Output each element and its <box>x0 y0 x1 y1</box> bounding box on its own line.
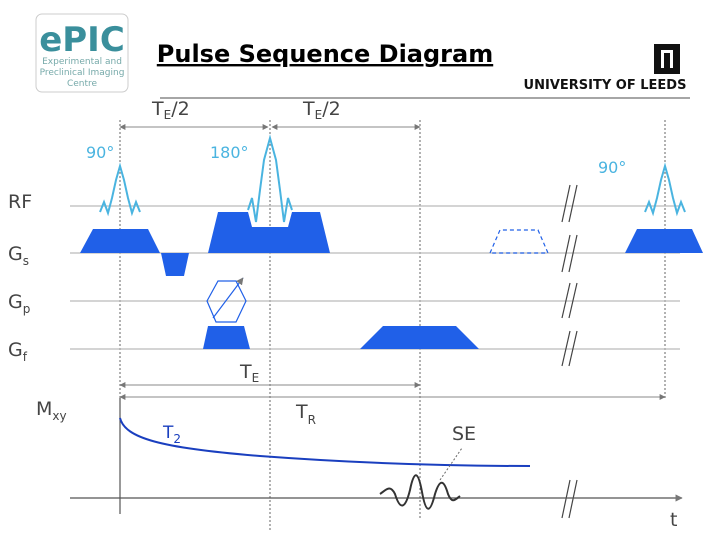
logo-line: Experimental and <box>42 57 122 67</box>
time-markers <box>119 120 666 530</box>
logo: ePIC Experimental and Preclinical Imagin… <box>35 13 129 93</box>
svg-text:90°: 90° <box>598 158 626 177</box>
decay-sub: 2 <box>173 432 181 446</box>
svg-text:SE: SE <box>452 423 476 445</box>
te-label: T <box>239 361 252 383</box>
svg-text:UNIVERSITY OF LEEDS: UNIVERSITY OF LEEDS <box>524 78 687 93</box>
institution: UNIVERSITY OF LEEDS <box>524 78 687 93</box>
decay-label: T <box>162 423 174 443</box>
svg-text:Gf: Gf <box>8 339 28 364</box>
row-label: RF <box>8 191 32 213</box>
slice-rephase <box>161 253 189 276</box>
te-half-sub: E <box>164 108 172 122</box>
time-label: t <box>670 509 677 531</box>
phase-gradient <box>206 280 247 323</box>
svg-text:Gs: Gs <box>8 243 29 268</box>
svg-text:Mxy: Mxy <box>36 398 67 423</box>
tr-label: T <box>295 401 308 423</box>
slice-gradient <box>208 212 330 253</box>
pulse-label: 90° <box>86 143 114 162</box>
rf-pulse <box>644 162 686 217</box>
row-lines <box>70 205 680 350</box>
rf-pulse <box>99 162 141 217</box>
svg-text:90°: 90° <box>86 143 114 162</box>
slice-gradient <box>80 229 160 253</box>
svg-text:Centre: Centre <box>67 79 98 89</box>
te-half-suffix: /2 <box>171 98 190 120</box>
te-half-label: T <box>151 98 164 120</box>
row-label: G <box>8 339 23 361</box>
svg-text:TE/2: TE/2 <box>302 98 341 122</box>
te-half-sub: E <box>315 108 323 122</box>
logo-line: Preclinical Imaging <box>40 68 125 78</box>
row-sub: f <box>23 350 28 364</box>
title: Pulse Sequence Diagram <box>157 40 493 68</box>
svg-text:Pulse Sequence Diagram: Pulse Sequence Diagram <box>157 40 493 68</box>
logo-name-text: ePIC <box>39 20 125 60</box>
te-sub: E <box>252 371 260 385</box>
pulse-label: 90° <box>598 158 626 177</box>
phase-arrow <box>212 277 244 319</box>
svg-text:TE/2: TE/2 <box>151 98 190 122</box>
svg-text:t: t <box>670 509 677 531</box>
svg-text:RF: RF <box>8 191 32 213</box>
te-half-suffix: /2 <box>322 98 341 120</box>
read-prephase <box>203 326 250 349</box>
svg-text:Gp: Gp <box>8 291 30 316</box>
te-half-label: T <box>302 98 315 120</box>
row-label: G <box>8 243 23 265</box>
slice-gradient <box>625 229 703 253</box>
spin-echo <box>379 474 461 510</box>
institution-logo <box>654 44 680 74</box>
row-sub: p <box>23 302 31 316</box>
svg-text:180°: 180° <box>210 143 249 162</box>
read-gradient <box>360 326 479 349</box>
echo-pointer <box>439 447 463 481</box>
svg-text:Experimental and: Experimental and <box>42 57 122 67</box>
svg-text:Preclinical Imaging: Preclinical Imaging <box>40 68 125 78</box>
row-label: G <box>8 291 23 313</box>
rf-pulse <box>247 134 293 223</box>
svg-text:T2: T2 <box>162 423 181 446</box>
svg-text:TR: TR <box>295 401 316 427</box>
slice-gradient-ghost <box>489 229 549 254</box>
time-break <box>561 184 578 519</box>
pulse-label: 180° <box>210 143 249 162</box>
row-label: M <box>36 398 52 420</box>
echo-label: SE <box>452 423 476 445</box>
row-sub: xy <box>52 409 66 423</box>
logo-name: ePIC <box>39 20 125 60</box>
tr-sub: R <box>308 413 316 427</box>
svg-text:TE: TE <box>239 361 259 385</box>
logo-line: Centre <box>67 79 98 89</box>
row-sub: s <box>23 254 29 268</box>
